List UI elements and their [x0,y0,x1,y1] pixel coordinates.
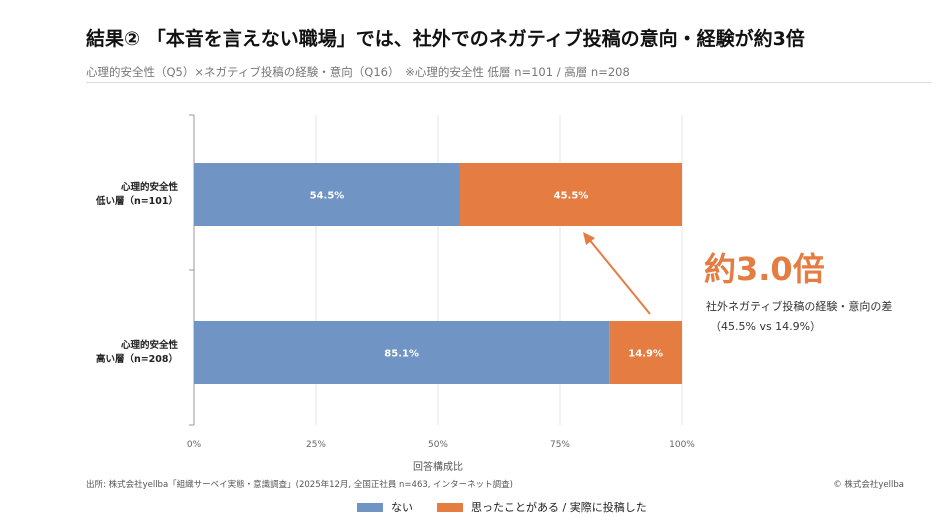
x-axis-title: 回答構成比 [413,460,463,473]
x-tick-label: 75% [550,440,570,450]
legend-label: ない [391,501,413,514]
callout-ratio: 約3.0倍 [704,250,825,288]
bar-segment [194,163,460,226]
bar-segment [609,321,682,384]
page-title: 結果② 「本音を言えない職場」では、社外でのネガティブ投稿の意向・経験が約3倍 [86,28,805,50]
x-tick-label: 0% [187,440,202,450]
x-tick-label: 50% [428,440,448,450]
callout-note: 社外ネガティブ投稿の経験・意向の差 [706,300,893,313]
data-label: 54.5% [310,191,345,202]
copyright: © 株式会社yellba [833,480,904,490]
bar-segment [194,321,610,384]
arrow-head-icon [583,232,595,245]
legend-item-nai: ない [357,499,413,515]
data-label: 14.9% [628,349,663,360]
callout-values: （45.5% vs 14.9%） [710,320,822,333]
legend-item-posted: 思ったことがある / 実際に投稿した [437,499,647,515]
category-label: 高い層（n=208） [96,353,178,365]
divider [86,82,932,83]
data-label: 85.1% [384,349,419,360]
category-label: 心理的安全性 [121,181,179,193]
bar-segment [459,163,682,226]
legend-swatch [357,502,383,512]
legend-label: 思ったことがある / 実際に投稿した [471,501,647,514]
category-label: 低い層（n=101） [95,195,178,207]
source-note: 出所: 株式会社yellba「組織サーベイ実態・意識調査」(2025年12月, … [86,480,513,490]
subtitle: 心理的安全性（Q5）×ネガティブ投稿の経験・意向（Q16） ※心理的安全性 低層… [86,65,630,79]
data-label: 45.5% [554,191,589,202]
x-tick-label: 25% [306,440,326,450]
callout-arrow [587,237,651,315]
legend-swatch [437,502,463,512]
x-tick-label: 100% [669,440,695,450]
category-label: 心理的安全性 [121,339,179,351]
